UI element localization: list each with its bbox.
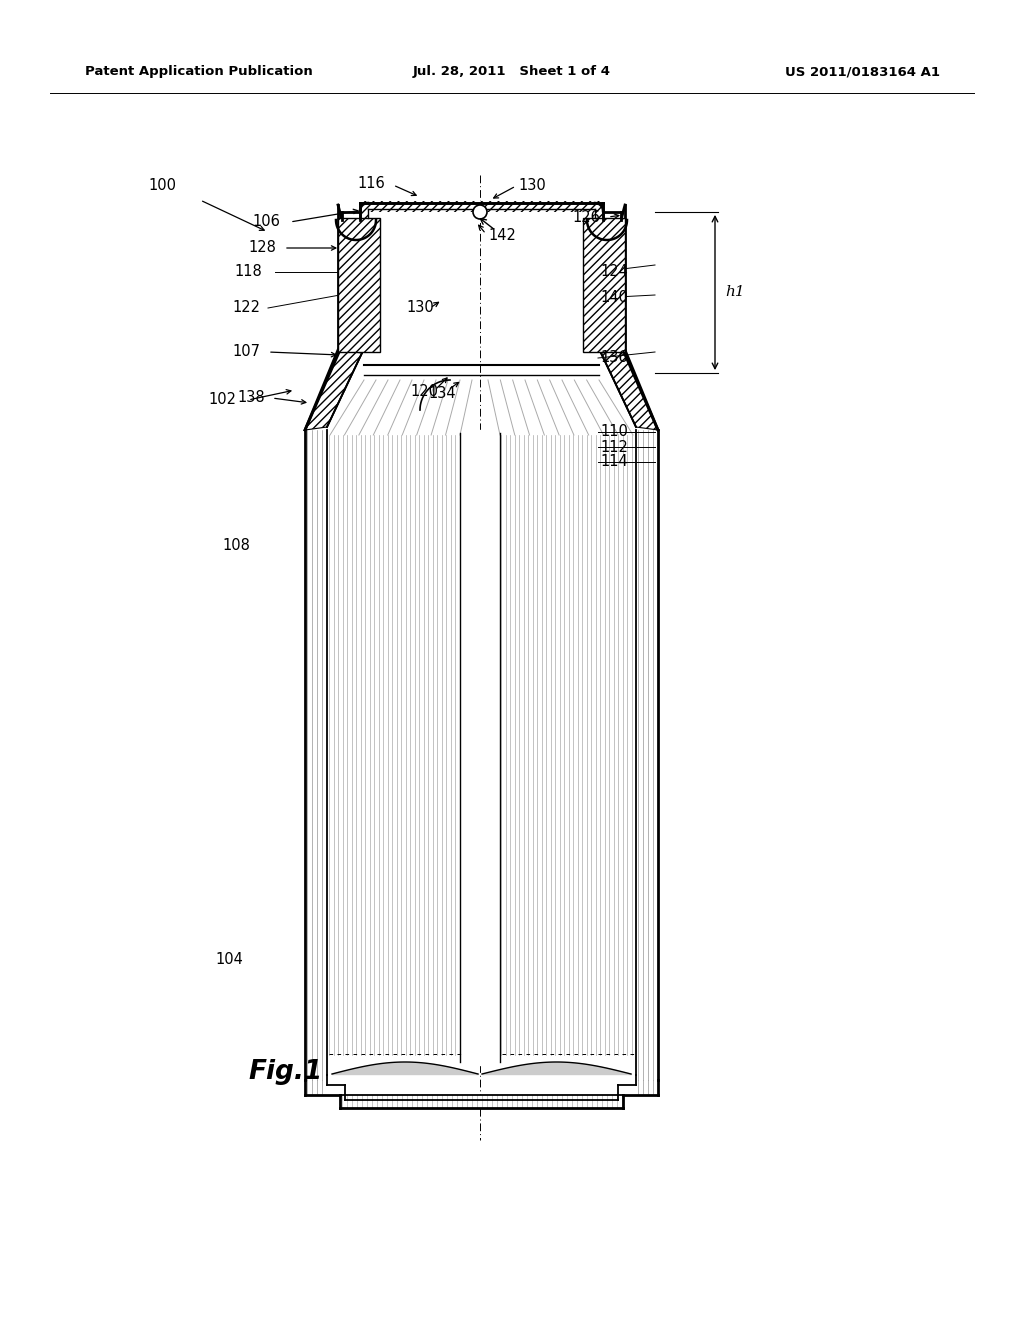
- Text: h1: h1: [725, 285, 744, 300]
- Text: 126: 126: [572, 210, 600, 224]
- Bar: [338, 218, 380, 352]
- Text: 114: 114: [600, 454, 628, 470]
- Polygon shape: [601, 350, 658, 430]
- Text: 104: 104: [215, 953, 243, 968]
- Text: 107: 107: [232, 345, 260, 359]
- Text: 138: 138: [237, 391, 264, 405]
- Polygon shape: [305, 350, 362, 430]
- Text: 100: 100: [148, 177, 176, 193]
- Text: Fig.1: Fig.1: [248, 1059, 323, 1085]
- Bar: [360, 201, 603, 213]
- Text: 102: 102: [208, 392, 236, 408]
- Text: 136: 136: [600, 351, 628, 366]
- Text: 118: 118: [234, 264, 262, 280]
- Text: Jul. 28, 2011   Sheet 1 of 4: Jul. 28, 2011 Sheet 1 of 4: [413, 66, 611, 78]
- Text: 130: 130: [406, 301, 434, 315]
- Text: 110: 110: [600, 425, 628, 440]
- Text: 122: 122: [232, 301, 260, 315]
- Text: 106: 106: [252, 214, 280, 230]
- Text: 120: 120: [410, 384, 438, 400]
- Text: 112: 112: [600, 440, 628, 454]
- Circle shape: [473, 205, 487, 219]
- Bar: [595, 203, 603, 220]
- Text: 142: 142: [488, 228, 516, 243]
- Text: 134: 134: [428, 385, 456, 400]
- Text: 128: 128: [248, 240, 275, 256]
- Text: US 2011/0183164 A1: US 2011/0183164 A1: [785, 66, 940, 78]
- Text: 130: 130: [518, 178, 546, 194]
- Text: 108: 108: [222, 537, 250, 553]
- FancyBboxPatch shape: [359, 201, 603, 223]
- Text: 140: 140: [600, 290, 628, 305]
- Text: Patent Application Publication: Patent Application Publication: [85, 66, 312, 78]
- Text: 124: 124: [600, 264, 628, 280]
- Text: 116: 116: [357, 176, 385, 190]
- Bar: [583, 218, 625, 352]
- Bar: [360, 203, 368, 220]
